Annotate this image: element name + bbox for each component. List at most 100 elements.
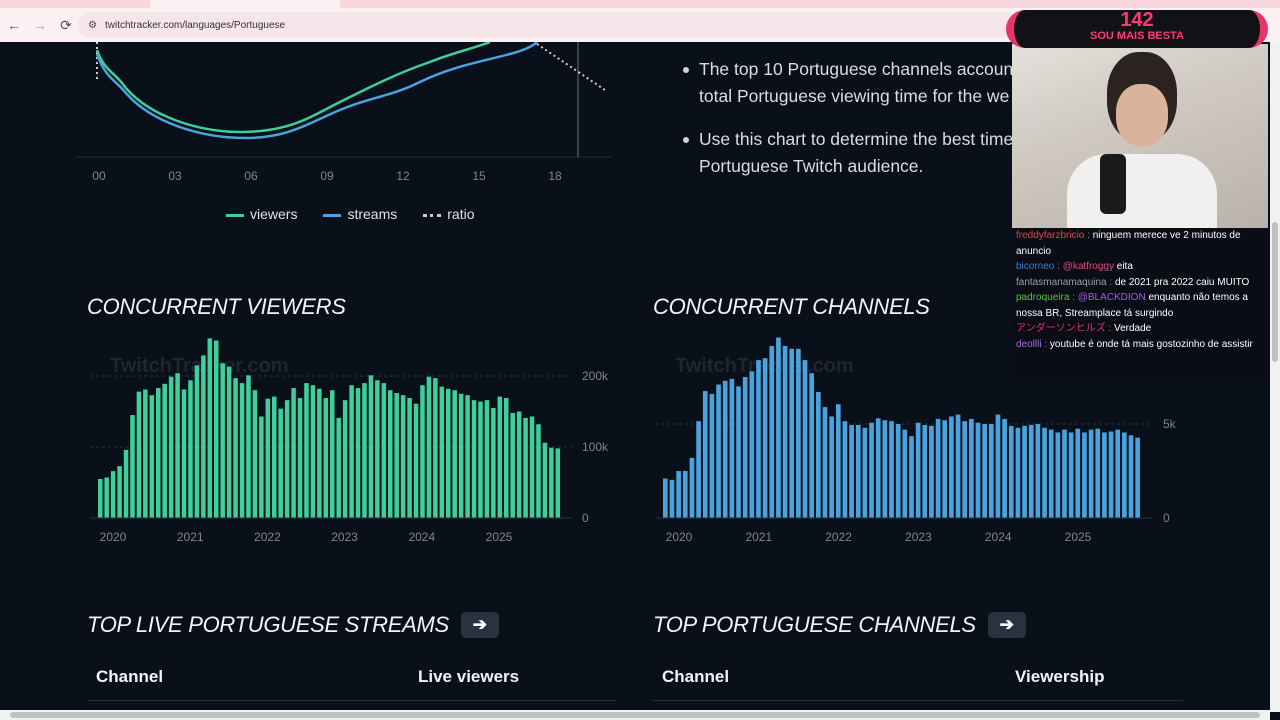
bar[interactable] [433, 378, 438, 518]
bar[interactable] [297, 398, 303, 518]
bar[interactable] [822, 407, 828, 518]
bar[interactable] [769, 345, 775, 518]
bar[interactable] [201, 355, 206, 518]
bar[interactable] [362, 383, 367, 518]
bar[interactable] [529, 416, 535, 518]
column-header-channel[interactable]: Channel [662, 667, 730, 686]
bar[interactable] [736, 386, 741, 518]
bar[interactable] [962, 421, 968, 518]
bar[interactable] [130, 415, 135, 518]
bar[interactable] [829, 416, 834, 518]
bar[interactable] [252, 390, 258, 518]
bar[interactable] [420, 385, 425, 518]
column-header-live-viewers[interactable]: Live viewers [418, 667, 520, 686]
bar[interactable] [388, 390, 393, 518]
bar[interactable] [1135, 437, 1141, 518]
bar[interactable] [349, 385, 354, 518]
bar[interactable] [849, 424, 854, 518]
bar[interactable] [426, 376, 432, 518]
bar[interactable] [304, 383, 309, 518]
bar[interactable] [669, 479, 675, 518]
bar[interactable] [682, 471, 688, 518]
chat-username[interactable]: freddyfarzbricio [1016, 230, 1085, 241]
bar[interactable] [1102, 432, 1107, 518]
bar[interactable] [400, 395, 406, 518]
bar[interactable] [895, 424, 901, 518]
bar[interactable] [542, 442, 548, 518]
bar[interactable] [117, 466, 122, 518]
bar[interactable] [465, 395, 470, 518]
bar[interactable] [1062, 429, 1067, 518]
bar[interactable] [394, 393, 399, 518]
bar[interactable] [407, 398, 412, 518]
bar[interactable] [935, 418, 941, 518]
bar[interactable] [342, 400, 348, 518]
bar[interactable] [110, 471, 116, 518]
forward-icon[interactable]: → [33, 17, 47, 33]
bar[interactable] [149, 395, 155, 518]
bar[interactable] [915, 422, 921, 518]
bar[interactable] [922, 424, 928, 518]
bar[interactable] [375, 380, 380, 518]
bar[interactable] [368, 375, 374, 518]
bar[interactable] [889, 421, 894, 518]
reload-icon[interactable]: ⟳ [60, 16, 72, 33]
bar[interactable] [452, 390, 457, 518]
bar[interactable] [162, 383, 167, 518]
bar[interactable] [1055, 432, 1061, 518]
bar[interactable] [555, 448, 561, 518]
bar[interactable] [446, 388, 451, 518]
horizontal-scrollbar[interactable] [0, 710, 1270, 720]
bar[interactable] [696, 421, 701, 518]
arrow-right-icon[interactable]: ➔ [460, 612, 499, 638]
bar[interactable] [439, 386, 445, 518]
bar[interactable] [207, 338, 213, 518]
bar[interactable] [278, 408, 283, 518]
bar[interactable] [291, 388, 296, 518]
legend-streams[interactable]: streams [323, 206, 397, 222]
bar[interactable] [188, 380, 193, 518]
bar[interactable] [323, 398, 329, 518]
bar[interactable] [1015, 427, 1021, 518]
bar[interactable] [168, 376, 174, 518]
bar[interactable] [975, 422, 981, 518]
bar[interactable] [862, 427, 868, 518]
bar[interactable] [1082, 432, 1087, 518]
site-info-icon[interactable]: ⚙ [88, 19, 97, 31]
bar[interactable] [484, 400, 490, 518]
bar[interactable] [104, 477, 109, 518]
bar[interactable] [782, 345, 788, 518]
chat-username[interactable]: deollli [1016, 338, 1042, 350]
bar[interactable] [330, 390, 335, 518]
bar[interactable] [259, 416, 264, 518]
bar[interactable] [995, 414, 1001, 518]
bar[interactable] [875, 418, 881, 518]
bar[interactable] [246, 375, 251, 518]
bar[interactable] [729, 378, 735, 518]
bar[interactable] [471, 400, 477, 518]
vertical-scrollbar[interactable] [1270, 42, 1280, 712]
address-bar[interactable]: ⚙ twitchtracker.com/languages/Portuguese [78, 12, 1018, 38]
bar[interactable] [317, 388, 322, 518]
bar[interactable] [742, 377, 748, 518]
bar[interactable] [381, 383, 387, 518]
bar[interactable] [762, 358, 768, 518]
bar[interactable] [194, 365, 200, 518]
bar[interactable] [156, 388, 161, 518]
bar[interactable] [310, 385, 316, 518]
bar[interactable] [413, 403, 419, 518]
bar[interactable] [523, 417, 528, 518]
bar[interactable] [1115, 429, 1121, 518]
bar[interactable] [816, 392, 821, 518]
bar[interactable] [689, 457, 695, 518]
bar[interactable] [510, 412, 515, 518]
bar[interactable] [802, 360, 808, 518]
bar[interactable] [1095, 428, 1101, 518]
bar[interactable] [516, 411, 522, 519]
legend-ratio[interactable]: ratio [423, 206, 475, 222]
bar[interactable] [676, 471, 681, 518]
bar[interactable] [549, 447, 554, 518]
bar[interactable] [536, 424, 541, 518]
bar[interactable] [336, 417, 341, 518]
chat-username[interactable]: fantasmanamaquina [1016, 276, 1107, 288]
